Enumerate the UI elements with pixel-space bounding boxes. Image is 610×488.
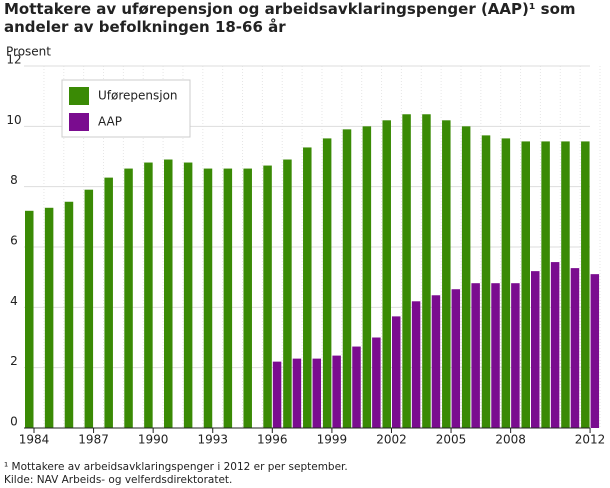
bar [263,165,272,429]
bar [104,177,113,428]
x-tick-label: 1984 [19,433,50,447]
bar [272,361,282,428]
bar [164,159,173,428]
bar [581,141,590,428]
legend-swatch [69,113,89,131]
bar [362,126,372,428]
bar [550,262,560,428]
footnote: ¹ Mottakere av arbeidsavklaringspenger i… [4,461,348,473]
bar [561,141,570,428]
bar [64,201,74,428]
bar [590,274,600,428]
x-tick-label: 1993 [197,433,228,447]
x-tick-label: 1987 [78,433,109,447]
bar [322,138,332,428]
y-tick-label: 10 [6,113,21,127]
legend-swatch [69,87,89,105]
x-tick-label: 2012 [575,433,606,447]
bar [422,114,431,429]
bar [530,271,540,428]
bar [183,162,193,429]
bar [84,189,94,428]
x-tick-label: 1999 [317,433,348,447]
bar [411,301,421,428]
bar [372,337,381,428]
bar [382,120,391,429]
bar [570,268,580,428]
source: Kilde: NAV Arbeids- og velferdsdirektora… [4,474,233,486]
bar [391,316,401,428]
bar [481,135,491,428]
x-tick-label: 2005 [436,433,467,447]
bar [283,159,292,428]
x-tick-label: 1990 [138,433,169,447]
bar [511,283,520,428]
bar [521,141,530,428]
bar [442,120,451,429]
chart-title: Mottakere av uførepensjon og arbeidsavkl… [4,0,576,36]
x-tick-label: 2002 [376,433,407,447]
x-tick-label: 2008 [495,433,526,447]
y-tick-label: 2 [10,354,18,368]
y-tick-label: 12 [6,53,21,67]
bar [303,147,312,428]
bar [451,289,461,428]
bar [25,210,34,428]
footer: ¹ Mottakere av arbeidsavklaringspenger i… [4,461,348,487]
y-tick-label: 8 [10,173,18,187]
bar [332,355,341,428]
bar [541,141,550,428]
bar [352,346,361,428]
bar [501,138,511,428]
x-tick-label: 1996 [257,433,288,447]
y-tick-label: 0 [10,415,18,429]
bar [342,129,352,428]
y-axis-label: Prosent [6,45,51,59]
legend-label: AAP [98,115,122,129]
bar [431,295,441,428]
bar [312,358,322,428]
bar [491,283,500,428]
bar [223,168,233,429]
bar [203,168,213,429]
bar [243,168,252,429]
bar [402,114,411,429]
bar [471,283,480,428]
y-tick-label: 6 [10,234,18,248]
bar [461,126,471,428]
bar [44,207,54,428]
legend-label: Uførepensjon [98,89,178,103]
bar [292,358,302,428]
bar [144,162,153,429]
bar [124,168,133,429]
y-tick-label: 4 [10,294,18,308]
